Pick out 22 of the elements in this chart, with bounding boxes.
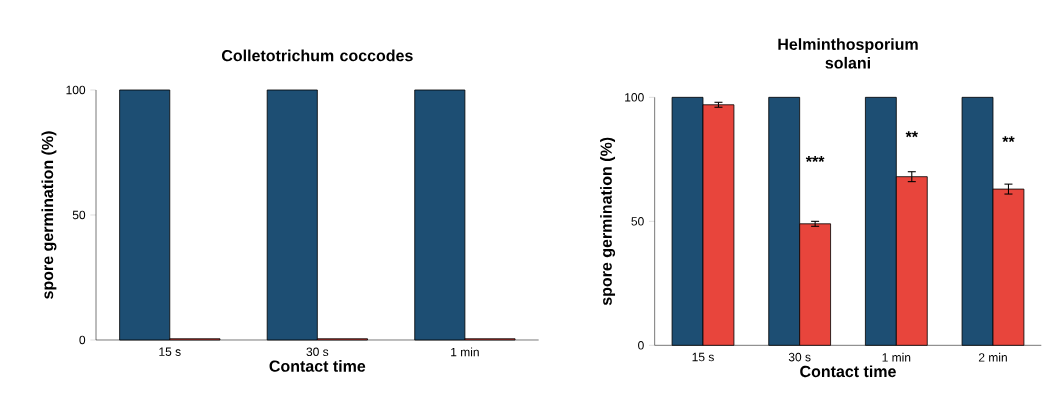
- x-tick-label: 30 s: [788, 352, 811, 362]
- x-tick-label: 15 s: [159, 347, 181, 356]
- y-tick-label: 0: [638, 341, 644, 350]
- chart-title: Helminthosporium solani: [778, 38, 918, 69]
- x-axis-title: Contact time: [269, 360, 366, 372]
- y-axis-title: spore germination (%): [600, 137, 616, 306]
- x-tick-label: 15 s: [692, 352, 714, 362]
- y-tick-label: 50: [631, 217, 644, 226]
- x-tick-label: 1 min: [451, 347, 479, 357]
- annotation: **: [1002, 136, 1015, 143]
- x-tick-label: 2 min: [978, 352, 1007, 362]
- x-tick-label: 30 s: [306, 347, 329, 357]
- y-tick-label: 100: [625, 93, 644, 102]
- y-tick-label: 50: [72, 210, 86, 220]
- x-axis-title: Contact time: [800, 365, 896, 378]
- chart-title: Colletotrichum coccodes: [221, 49, 413, 62]
- annotation: ***: [805, 156, 825, 162]
- annotation: **: [905, 131, 918, 138]
- x-tick-label: 1 min: [882, 352, 911, 362]
- y-axis-title: spore germination (%): [41, 131, 57, 299]
- y-tick-label: 100: [66, 85, 86, 95]
- y-tick-label: 0: [79, 335, 86, 345]
